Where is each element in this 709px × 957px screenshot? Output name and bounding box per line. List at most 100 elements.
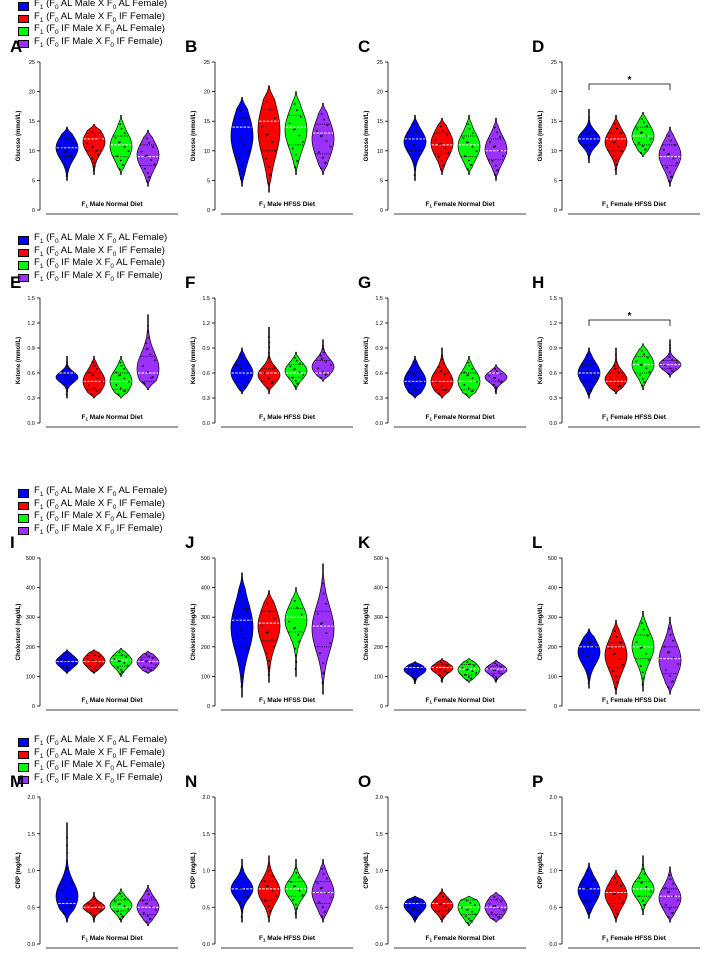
data-point: [96, 907, 99, 909]
data-point: [324, 910, 327, 913]
data-point: [116, 910, 119, 913]
data-point: [641, 683, 644, 685]
data-point: [293, 600, 296, 602]
panel-letter: D: [532, 37, 544, 56]
data-point: [619, 885, 622, 888]
data-point: [417, 390, 420, 392]
data-point: [588, 677, 591, 680]
data-point: [589, 641, 592, 644]
data-point: [269, 361, 271, 364]
violin-2: [430, 117, 454, 175]
data-point: [467, 123, 470, 125]
data-point: [439, 674, 441, 676]
data-point: [266, 100, 269, 103]
legend-label: F1 (F0 IF Male X F0 IF Female): [34, 522, 163, 536]
data-point: [66, 390, 69, 392]
y-tick-label: 0.0: [549, 421, 557, 427]
data-point: [435, 900, 438, 903]
data-point: [289, 365, 292, 368]
data-point: [146, 667, 149, 670]
data-point: [70, 904, 73, 907]
data-point: [123, 905, 126, 908]
data-point: [420, 667, 422, 670]
data-point: [91, 130, 93, 133]
data-point: [496, 677, 498, 680]
data-point: [672, 657, 675, 659]
data-point: [492, 674, 495, 677]
data-point: [589, 908, 592, 910]
data-point: [641, 881, 644, 884]
data-point: [417, 368, 419, 370]
y-tick-label: 0: [32, 208, 35, 214]
data-point: [413, 374, 415, 377]
data-point: [669, 347, 671, 350]
violin-4: [136, 884, 160, 926]
data-point: [329, 642, 331, 644]
data-point: [501, 672, 503, 675]
data-point: [295, 660, 298, 663]
data-point: [642, 628, 645, 631]
violin-1: [230, 572, 254, 698]
data-point: [441, 358, 444, 361]
data-point: [467, 675, 470, 678]
data-point: [247, 150, 250, 153]
y-tick-label: 0.6: [549, 371, 557, 377]
data-point: [295, 359, 298, 362]
data-point: [582, 883, 585, 886]
y-tick-label: 20: [204, 90, 210, 96]
y-tick-label: 100: [201, 674, 210, 680]
data-point: [322, 872, 325, 875]
data-point: [496, 898, 498, 901]
y-tick-label: 1.2: [202, 321, 210, 327]
data-point: [324, 360, 327, 363]
data-point: [668, 367, 671, 370]
data-point: [417, 909, 419, 911]
data-point: [90, 393, 92, 396]
data-point: [120, 895, 123, 898]
data-point: [470, 919, 472, 922]
data-point: [467, 159, 470, 162]
data-point: [118, 651, 121, 654]
data-point: [614, 652, 616, 655]
data-point: [120, 668, 122, 671]
y-tick-label: 1.0: [27, 869, 35, 875]
legend-label: F1 (F0 AL Male X F0 IF Female): [34, 746, 165, 760]
data-point: [146, 902, 148, 905]
panel-J: J 0 100 200 300 400 500 Cholesterol (mg/dL) F1 M…: [185, 533, 353, 711]
data-point: [294, 356, 297, 359]
data-point: [65, 374, 67, 377]
data-point: [496, 169, 499, 171]
data-point: [316, 882, 319, 885]
data-point: [261, 125, 264, 128]
data-point: [407, 905, 410, 907]
data-point: [587, 369, 589, 372]
panel-A: A 0 5 10 15 20 25 Glucose (mmol/L) F1 Male Norma…: [10, 37, 178, 215]
data-point: [638, 895, 641, 897]
data-point: [301, 141, 304, 143]
violin-1: [403, 114, 427, 181]
data-point: [267, 673, 270, 676]
data-point: [67, 368, 70, 370]
violin-2: [82, 649, 106, 674]
data-point: [318, 901, 320, 904]
y-tick-label: 1.0: [549, 869, 557, 875]
data-point: [494, 377, 496, 379]
data-point: [321, 886, 323, 889]
data-point: [319, 354, 322, 357]
legend-label: F1 (F0 IF Male X F0 IF Female): [34, 35, 163, 49]
data-point: [643, 903, 646, 906]
data-point: [296, 382, 299, 385]
data-point: [294, 626, 296, 629]
data-point: [642, 121, 645, 124]
data-point: [437, 392, 440, 395]
data-point: [442, 362, 445, 365]
y-tick-label: 1.0: [375, 869, 383, 875]
violin-2: [430, 888, 454, 923]
data-point: [294, 379, 297, 382]
data-point: [244, 143, 247, 146]
y-tick-label: 1.5: [375, 832, 383, 838]
data-point: [414, 677, 416, 680]
data-point: [294, 128, 296, 131]
data-point: [146, 660, 148, 663]
